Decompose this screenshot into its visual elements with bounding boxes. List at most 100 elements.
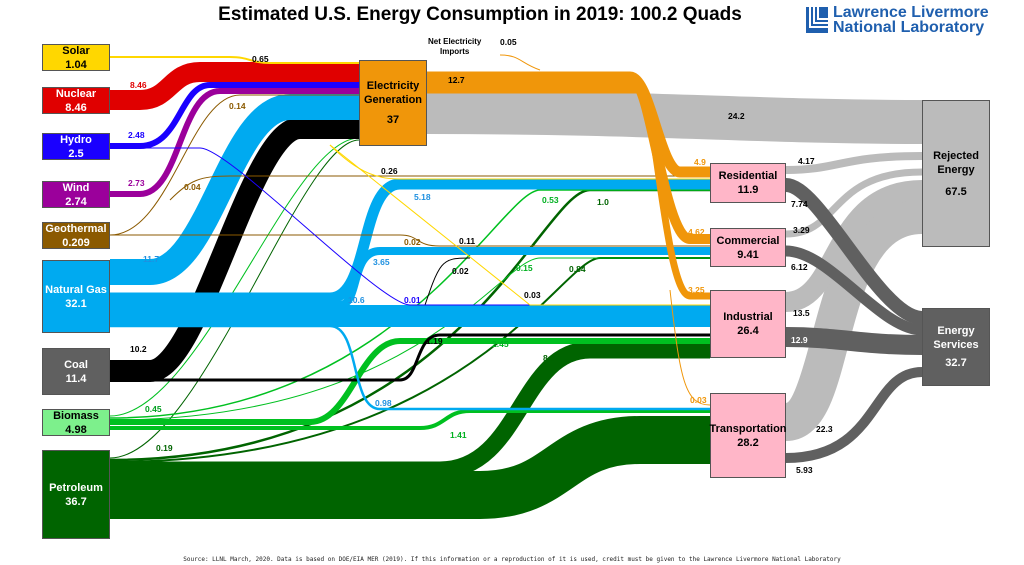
flow-bio-com <box>109 257 710 421</box>
label-petro-ind: 8.87 <box>543 353 560 363</box>
flow-elec-rejected <box>426 90 923 144</box>
node-geothermal: Geothermal 0.209 <box>42 222 110 249</box>
node-residential-name: Residential <box>718 170 778 182</box>
label-coal-elec: 10.2 <box>130 344 147 354</box>
node-commercial-name: Commercial <box>716 234 780 247</box>
flow-hydro-elec <box>110 82 359 149</box>
label-res-srv: 7.74 <box>791 199 808 209</box>
flow-solar-res <box>329 144 710 180</box>
node-wind-value: 2.74 <box>65 195 87 208</box>
node-hydro-value: 2.5 <box>68 147 84 160</box>
elec-name-1: Electricity <box>366 80 420 92</box>
flow-nuclear-elec <box>110 62 359 110</box>
label-geo-com: 0.02 <box>404 237 421 247</box>
elec-name-2: Generation <box>363 94 423 106</box>
label-com-rej: 3.29 <box>793 225 810 235</box>
flow-ng-com <box>110 247 710 309</box>
node-rejected-energy: Rejected Energy 67.5 <box>922 100 990 247</box>
node-commercial-value: 9.41 <box>737 248 759 261</box>
node-solar-value: 1.04 <box>65 58 87 71</box>
rejected-name-2: Energy <box>937 163 975 176</box>
label-bio-com: 0.15 <box>516 263 533 273</box>
label-solar-elec: 0.65 <box>252 54 269 64</box>
elec-value: 37 <box>386 114 400 126</box>
label-biomass-elec: 0.45 <box>145 404 162 414</box>
llnl-logo: Lawrence Livermore National Laboratory <box>806 4 989 36</box>
flow-petro-trans <box>110 416 710 519</box>
flow-trans-services <box>785 367 923 463</box>
flow-com-rejected <box>785 168 923 238</box>
node-residential: Residential 11.9 <box>710 163 786 203</box>
node-hydro: Hydro 2.5 <box>42 133 110 160</box>
rejected-value: 67.5 <box>945 185 967 198</box>
node-residential-value: 11.9 <box>737 184 759 196</box>
label-ng-com: 3.65 <box>373 257 390 267</box>
flow-geo-elec <box>109 94 359 236</box>
label-elec-com: 4.62 <box>688 227 705 237</box>
label-com-srv: 6.12 <box>791 262 808 272</box>
label-coal-ind: 1.19 <box>426 336 443 346</box>
label-nuclear-elec: 8.46 <box>130 80 147 90</box>
logo-line1: Lawrence Livermore <box>833 4 989 21</box>
label-solar-com: 0.11 <box>459 236 476 246</box>
label-elec-out: 12.7 <box>448 75 465 85</box>
flow-geo-res <box>169 175 710 201</box>
node-biomass: Biomass 4.98 <box>42 409 110 436</box>
node-biomass-name: Biomass <box>53 409 99 422</box>
label-ind-rej: 13.5 <box>793 308 810 318</box>
logo-line2: National Laboratory <box>833 19 985 36</box>
node-petroleum-name: Petroleum <box>49 481 103 494</box>
node-solar: Solar 1.04 <box>42 44 110 71</box>
label-res-rej: 4.17 <box>798 156 815 166</box>
flow-net-imports <box>499 54 541 71</box>
services-name-1: Energy <box>937 325 975 337</box>
label-wind-elec: 2.73 <box>128 178 145 188</box>
flow-elec-trans <box>669 289 711 406</box>
flow-ng-trans <box>110 324 710 411</box>
rejected-name-1: Rejected <box>933 149 979 162</box>
label-elec-rejected: 24.2 <box>728 111 745 121</box>
node-wind-name: Wind <box>62 181 90 194</box>
flow-bio-res <box>109 189 710 419</box>
node-electricity-generation: Electricity Generation 37 <box>359 60 427 146</box>
flow-solar-ind <box>329 144 710 306</box>
node-hydro-name: Hydro <box>60 133 92 146</box>
flow-bio-trans <box>110 409 710 430</box>
node-transportation-name: Transportation <box>709 422 787 435</box>
flow-coal-ind <box>110 333 710 382</box>
label-bio-ind: 2.45 <box>492 339 509 349</box>
node-commercial: Commercial 9.41 <box>710 228 786 267</box>
flow-bio-elec <box>109 137 360 417</box>
source-note: Source: LLNL March, 2020. Data is based … <box>183 556 841 563</box>
flow-com-services <box>785 245 923 336</box>
node-transportation-value: 28.2 <box>737 436 759 449</box>
node-petroleum: Petroleum 36.7 <box>42 450 110 539</box>
diagram-title: Estimated U.S. Energy Consumption in 201… <box>218 4 742 25</box>
node-nuclear-value: 8.46 <box>65 101 87 114</box>
label-trans-rej: 22.3 <box>816 424 833 434</box>
flow-trans-rejected <box>782 196 924 441</box>
flow-res-rejected <box>785 152 923 174</box>
label-elec-ind: 3.25 <box>688 285 705 295</box>
label-ng-res: 5.18 <box>414 192 431 202</box>
label-ng-trans: 0.98 <box>375 398 392 408</box>
node-biomass-value: 4.98 <box>65 423 87 436</box>
label-bio-res: 0.53 <box>542 195 559 205</box>
label-geo-elec: 0.14 <box>229 101 246 111</box>
node-geothermal-value: 0.209 <box>62 236 90 249</box>
node-wind: Wind 2.74 <box>42 181 110 208</box>
flow-ng-elec <box>110 94 359 285</box>
node-natural-gas-name: Natural Gas <box>45 283 107 296</box>
flow-petro-com <box>109 257 710 463</box>
label-solar-ind: 0.03 <box>524 290 541 300</box>
node-natural-gas: Natural Gas 32.1 <box>42 260 110 333</box>
node-geothermal-name: Geothermal <box>45 222 107 235</box>
node-nuclear: Nuclear 8.46 <box>42 87 110 114</box>
label-petro-elec: 0.19 <box>156 443 173 453</box>
services-value: 32.7 <box>945 357 967 369</box>
node-industrial-name: Industrial <box>723 311 773 323</box>
node-coal-name: Coal <box>64 358 88 371</box>
label-ind-srv: 12.9 <box>791 335 808 345</box>
node-coal-value: 11.4 <box>65 372 87 385</box>
